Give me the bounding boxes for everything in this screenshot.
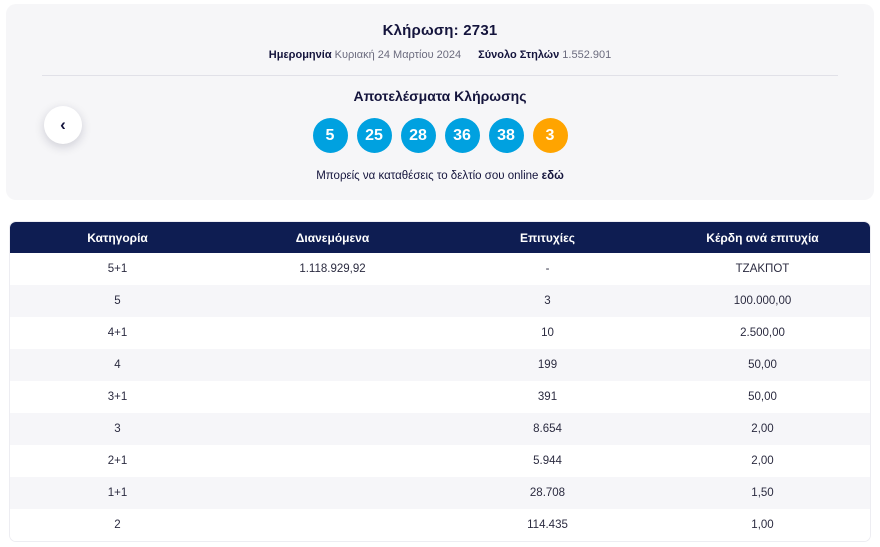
cell-winners: 10 — [440, 317, 655, 349]
table-row: 1+1 28.708 1,50 — [10, 477, 870, 509]
column-header-winners: Επιτυχίες — [440, 222, 655, 253]
number-ball: 25 — [356, 118, 392, 153]
cell-prize: 50,00 — [655, 349, 870, 381]
cell-distributed — [225, 349, 440, 381]
cell-distributed — [225, 477, 440, 509]
number-ball: 36 — [444, 118, 480, 153]
cell-winners: 5.944 — [440, 445, 655, 477]
number-ball: 28 — [400, 118, 436, 153]
cell-prize: 100.000,00 — [655, 285, 870, 317]
table-header: Κατηγορία Διανεμόμενα Επιτυχίες Κέρδη αν… — [10, 222, 870, 253]
submit-online-text: Μπορείς να καταθέσεις το δελτίο σου onli… — [6, 170, 874, 182]
column-header-category: Κατηγορία — [10, 222, 225, 253]
draw-number: 2731 — [463, 22, 498, 39]
cell-distributed — [225, 285, 440, 317]
results-title: Αποτελέσματα Κλήρωσης — [353, 88, 527, 104]
cell-prize: 2.500,00 — [655, 317, 870, 349]
cell-winners: 3 — [440, 285, 655, 317]
cell-category: 5+1 — [10, 253, 225, 285]
cell-category: 1+1 — [10, 477, 225, 509]
cell-distributed — [225, 381, 440, 413]
cell-winners: 28.708 — [440, 477, 655, 509]
joker-ball: 3 — [532, 118, 568, 153]
cell-winners: 391 — [440, 381, 655, 413]
cell-category: 4+1 — [10, 317, 225, 349]
cell-distributed: 1.118.929,92 — [225, 253, 440, 285]
column-header-distributed: Διανεμόμενα — [225, 222, 440, 253]
date-label: Ημερομηνία — [268, 49, 332, 61]
cell-winners: 114.435 — [440, 509, 655, 541]
table-row: 5 3 100.000,00 — [10, 285, 870, 317]
column-header-prize: Κέρδη ανά επιτυχία — [655, 222, 870, 253]
previous-draw-button[interactable]: ‹ — [44, 106, 82, 144]
cell-winners: 8.654 — [440, 413, 655, 445]
number-ball: 38 — [488, 118, 524, 153]
draw-meta: Ημερομηνία Κυριακή 24 Μαρτίου 2024 Σύνολ… — [6, 49, 874, 61]
draw-title: Κλήρωση: 2731 — [6, 22, 874, 39]
cell-category: 2 — [10, 509, 225, 541]
cell-prize: ΤΖΑΚΠΟΤ — [655, 253, 870, 285]
cell-prize: 1,00 — [655, 509, 870, 541]
cta-text: Μπορείς να καταθέσεις το δελτίο σου onli… — [316, 170, 539, 182]
table-row: 5+1 1.118.929,92 - ΤΖΑΚΠΟΤ — [10, 253, 870, 285]
draw-results-card: Κλήρωση: 2731 Ημερομηνία Κυριακή 24 Μαρτ… — [6, 4, 874, 200]
cell-category: 5 — [10, 285, 225, 317]
submit-online-link[interactable]: εδώ — [541, 170, 564, 182]
table-row: 3+1 391 50,00 — [10, 381, 870, 413]
number-ball: 5 — [312, 118, 348, 153]
cell-category: 3 — [10, 413, 225, 445]
cell-prize: 2,00 — [655, 413, 870, 445]
chevron-left-icon: ‹ — [60, 114, 66, 134]
columns-value: 1.552.901 — [562, 49, 612, 61]
prizes-table-container: Κατηγορία Διανεμόμενα Επιτυχίες Κέρδη αν… — [10, 222, 870, 541]
prizes-table: Κατηγορία Διανεμόμενα Επιτυχίες Κέρδη αν… — [10, 222, 870, 541]
total-columns: Σύνολο Στηλών 1.552.901 — [478, 49, 611, 61]
cell-distributed — [225, 445, 440, 477]
table-row: 4+1 10 2.500,00 — [10, 317, 870, 349]
table-body: 5+1 1.118.929,92 - ΤΖΑΚΠΟΤ 5 3 100.000,0… — [10, 253, 870, 541]
cell-distributed — [225, 317, 440, 349]
cell-winners: 199 — [440, 349, 655, 381]
cell-distributed — [225, 509, 440, 541]
date-value: Κυριακή 24 Μαρτίου 2024 — [334, 49, 462, 61]
table-row: 2+1 5.944 2,00 — [10, 445, 870, 477]
cell-distributed — [225, 413, 440, 445]
table-header-row: Κατηγορία Διανεμόμενα Επιτυχίες Κέρδη αν… — [10, 222, 870, 253]
winning-numbers: 5 25 28 36 38 3 — [6, 118, 874, 153]
cell-category: 3+1 — [10, 381, 225, 413]
cell-prize: 1,50 — [655, 477, 870, 509]
cell-prize: 50,00 — [655, 381, 870, 413]
columns-label: Σύνολο Στηλών — [478, 49, 560, 61]
cell-prize: 2,00 — [655, 445, 870, 477]
table-row: 2 114.435 1,00 — [10, 509, 870, 541]
draw-date: Ημερομηνία Κυριακή 24 Μαρτίου 2024 — [269, 49, 464, 61]
draw-label: Κλήρωση: — [382, 22, 459, 39]
table-row: 4 199 50,00 — [10, 349, 870, 381]
cell-winners: - — [440, 253, 655, 285]
cell-category: 4 — [10, 349, 225, 381]
table-row: 3 8.654 2,00 — [10, 413, 870, 445]
divider — [42, 75, 838, 76]
cell-category: 2+1 — [10, 445, 225, 477]
